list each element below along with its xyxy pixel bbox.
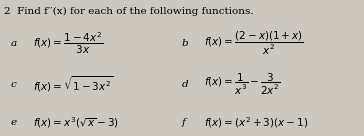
- Text: $f(x) = x^3\left(\sqrt{x}-3\right)$: $f(x) = x^3\left(\sqrt{x}-3\right)$: [33, 115, 119, 130]
- Text: $f(x) = \dfrac{1-4x^2}{3x}$: $f(x) = \dfrac{1-4x^2}{3x}$: [33, 31, 103, 56]
- Text: $f(x) = (x^2+3)(x-1)$: $f(x) = (x^2+3)(x-1)$: [204, 115, 308, 130]
- Text: e: e: [11, 118, 17, 127]
- Text: $f(x) = \sqrt{1-3x^2}$: $f(x) = \sqrt{1-3x^2}$: [33, 75, 113, 94]
- Text: f: f: [182, 118, 186, 127]
- Text: $f(x) = \dfrac{1}{x^3} - \dfrac{3}{2x^2}$: $f(x) = \dfrac{1}{x^3} - \dfrac{3}{2x^2}…: [204, 72, 280, 97]
- Text: b: b: [182, 39, 189, 48]
- Text: 2  Find f′′(x) for each of the following functions.: 2 Find f′′(x) for each of the following …: [4, 7, 253, 16]
- Text: c: c: [11, 80, 17, 89]
- Text: d: d: [182, 80, 189, 89]
- Text: a: a: [11, 39, 17, 48]
- Text: $f(x) = \dfrac{(2-x)(1+x)}{x^2}$: $f(x) = \dfrac{(2-x)(1+x)}{x^2}$: [204, 30, 304, 57]
